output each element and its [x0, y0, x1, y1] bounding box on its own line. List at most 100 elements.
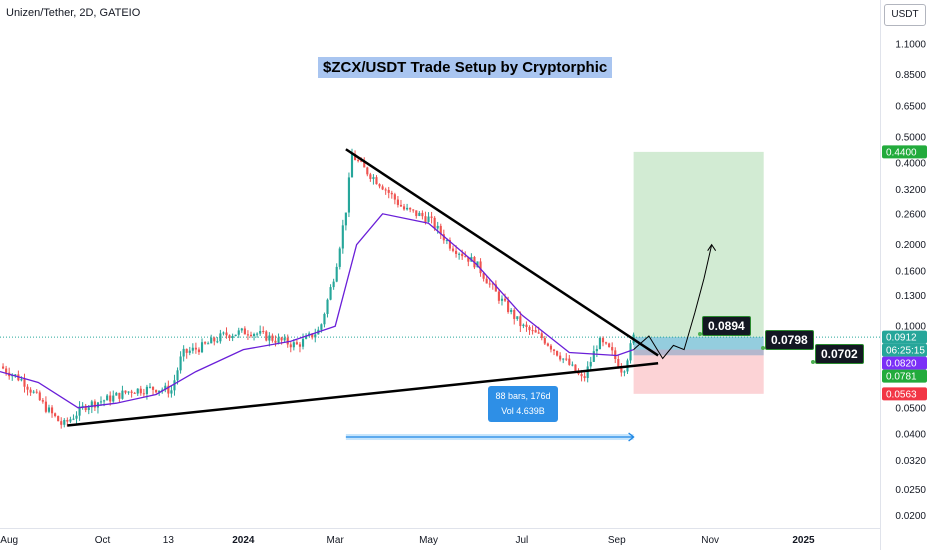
candle-body — [409, 207, 412, 210]
candle-body — [75, 415, 78, 419]
candle-body — [188, 350, 191, 353]
symbol-info: Unizen/Tether, 2D, GATEIO — [6, 7, 141, 19]
candle-body — [360, 160, 363, 162]
candle-body — [574, 364, 577, 373]
candle-body — [252, 334, 256, 337]
candle-body — [608, 343, 611, 348]
candle-body — [262, 330, 265, 332]
candle-body — [93, 401, 96, 408]
candle-body — [531, 330, 534, 332]
x-tick-label: Aug — [0, 535, 18, 546]
candle-body — [522, 324, 525, 327]
candle-body — [580, 374, 583, 377]
candle-body — [167, 385, 170, 394]
candle-body — [491, 283, 494, 285]
candle-body — [35, 391, 38, 393]
candle-body — [286, 337, 289, 345]
price-axis-panel — [880, 0, 932, 550]
candle-body — [115, 392, 118, 396]
candle-body — [451, 248, 455, 251]
candle-body — [148, 386, 152, 388]
y-tick-label: 0.5000 — [895, 132, 926, 143]
x-tick-label: 2025 — [792, 535, 815, 546]
candle-body — [69, 419, 72, 422]
candle-body — [516, 316, 519, 319]
candle-body — [424, 216, 427, 222]
moving-average-line — [0, 213, 634, 409]
currency-button[interactable]: USDT — [884, 4, 926, 26]
loss-zone — [633, 355, 764, 394]
candle-body — [525, 324, 528, 327]
candle-body — [396, 199, 399, 205]
candle-body — [363, 161, 366, 168]
candle-body — [344, 212, 347, 226]
y-tick-label: 0.0200 — [895, 511, 926, 522]
candle-body — [136, 388, 139, 394]
candle-body — [552, 349, 556, 351]
y-tick-label: 0.3200 — [895, 185, 926, 196]
y-tick-label: 1.1000 — [895, 40, 926, 51]
axis-price-tag — [882, 145, 927, 159]
target-label-2: 0.0798 — [765, 330, 814, 350]
candle-body — [204, 342, 207, 344]
axis-price-tag-text: 0.0781 — [886, 372, 917, 383]
y-tick-label: 0.0250 — [895, 485, 926, 496]
candle-body — [500, 298, 504, 301]
candle-body — [393, 194, 396, 200]
candle-body — [595, 349, 598, 352]
candle-body — [301, 338, 305, 347]
candle-body — [249, 334, 253, 337]
candle-body — [549, 345, 553, 350]
candle-body — [378, 184, 381, 187]
axis-price-tag — [882, 387, 927, 401]
candle-body — [38, 392, 41, 401]
target-dot — [761, 346, 765, 350]
candle-body — [381, 186, 384, 190]
candle-body — [476, 261, 479, 268]
candle-body — [256, 333, 259, 335]
date-range-arrow — [628, 432, 635, 442]
candle-body — [372, 177, 375, 179]
candle-body — [139, 388, 142, 394]
candle-body — [170, 390, 173, 394]
candle-body — [87, 407, 90, 411]
candle-body — [568, 358, 571, 365]
candle-body — [534, 330, 537, 333]
candle-body — [234, 334, 237, 336]
candle-body — [210, 337, 213, 344]
candle-body — [546, 343, 549, 346]
axis-price-tag-text: 0.0820 — [886, 359, 917, 370]
chart-title: $ZCX/USDT Trade Setup by Cryptorphic — [318, 57, 613, 78]
x-tick-label: Sep — [608, 535, 626, 546]
candle-body — [565, 358, 568, 360]
candle-body — [240, 328, 243, 331]
candle-body — [219, 333, 222, 342]
candle-body — [412, 209, 415, 211]
y-tick-label: 0.1000 — [895, 322, 926, 333]
candle-body — [488, 283, 491, 285]
candle-body — [415, 210, 418, 216]
candle-body — [283, 337, 286, 341]
candle-body — [179, 356, 182, 371]
resistance-trendline — [345, 148, 659, 357]
candle-body — [399, 204, 403, 207]
candle-body — [173, 380, 176, 391]
candle-body — [427, 216, 430, 222]
x-tick-label: Oct — [95, 535, 111, 546]
candle-body — [510, 309, 513, 312]
candle-body — [467, 256, 470, 262]
axis-price-tag-text: 06:25:15 — [886, 346, 925, 357]
candle-body — [614, 350, 617, 360]
candle-body — [430, 216, 433, 218]
candle-body — [243, 328, 246, 335]
candle-body — [26, 386, 29, 390]
candle-body — [369, 174, 372, 179]
candle-body — [357, 160, 360, 162]
axis-price-tag — [882, 330, 927, 344]
candle-body — [418, 212, 421, 216]
candle-body — [145, 386, 148, 395]
candle-body — [305, 335, 308, 339]
candle-body — [237, 330, 240, 335]
candle-body — [436, 225, 439, 229]
